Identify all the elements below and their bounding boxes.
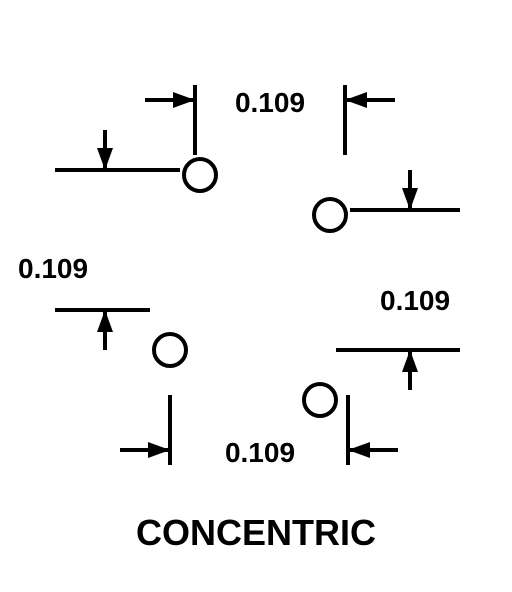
circle-top-right [314,199,346,231]
dimension-top-value: 0.109 [235,87,305,118]
circle-bottom-left [154,334,186,366]
dimension-bottom-value: 0.109 [225,437,295,468]
circle-bottom-right [304,384,336,416]
concentric-diagram: 0.109 0.109 0.109 0.109 CONCENTRIC [0,0,512,592]
dimension-left-value: 0.109 [18,253,88,284]
dimension-right-value: 0.109 [380,285,450,316]
circle-top-left [184,159,216,191]
diagram-title: CONCENTRIC [136,512,376,553]
